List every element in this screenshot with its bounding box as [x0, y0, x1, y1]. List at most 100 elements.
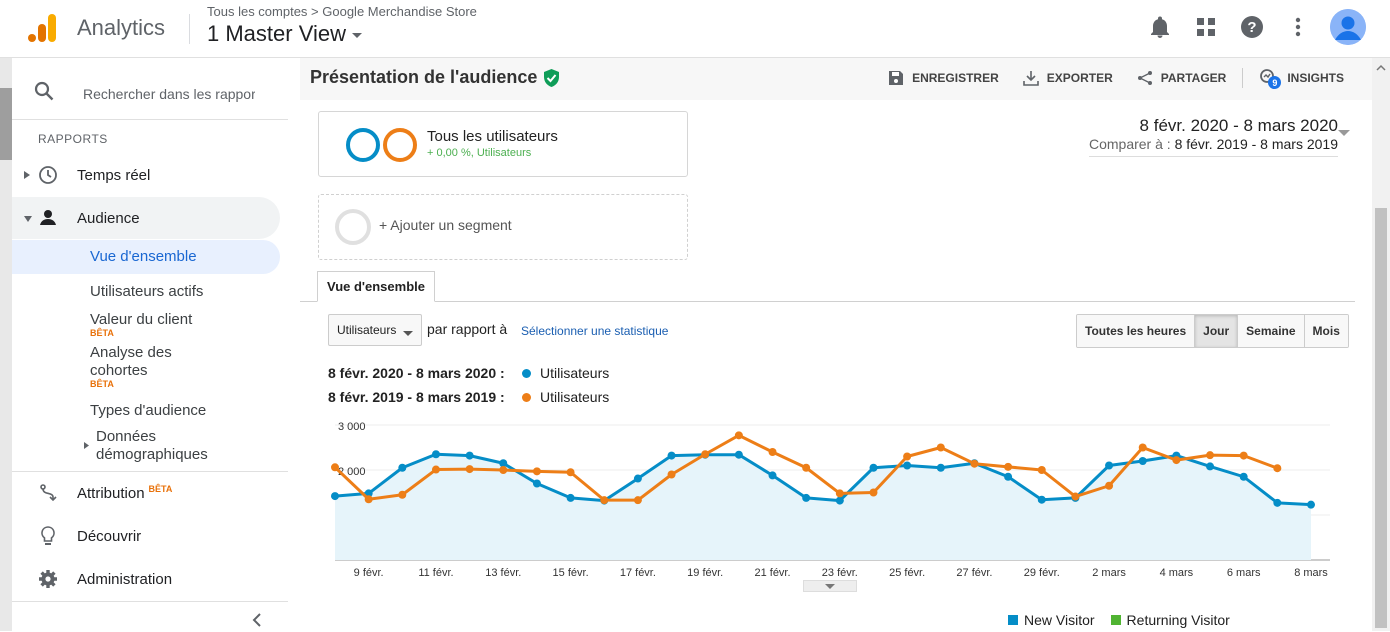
sidebar-item-client-value[interactable]: Valeur du client BÊTA	[90, 311, 192, 338]
week-button[interactable]: Semaine	[1238, 315, 1305, 347]
sidebar-item-realtime[interactable]: Temps réel	[12, 154, 280, 196]
legend-dot-orange	[522, 392, 531, 402]
sidebar: Rechercher dans les rapports RAPPORTS Te…	[12, 58, 288, 631]
tab-overview[interactable]: Vue d'ensemble	[317, 271, 435, 302]
data-point-current	[431, 450, 440, 459]
legend-swatch	[1008, 615, 1018, 625]
select-metric-link[interactable]: Sélectionner une statistique	[521, 324, 669, 338]
compare-range-value: 8 févr. 2019 - 8 mars 2019	[1174, 136, 1338, 152]
legend-new-label: New Visitor	[1024, 612, 1095, 628]
date-range-picker[interactable]: 8 févr. 2020 - 8 mars 2020 Comparer à : …	[1088, 116, 1338, 157]
x-tick-label: 17 févr.	[620, 567, 656, 579]
save-button[interactable]: ENREGISTRER	[876, 70, 1011, 86]
empty-segment-circle-icon	[335, 209, 371, 245]
chevron-down-icon	[825, 584, 835, 589]
data-point-current	[936, 463, 945, 472]
sidebar-item-active-users[interactable]: Utilisateurs actifs	[90, 283, 204, 300]
data-point-previous	[734, 431, 743, 440]
granularity-toggle: Toutes les heures Jour Semaine Mois	[1076, 314, 1349, 348]
date-dropdown-icon[interactable]	[1338, 130, 1350, 136]
x-tick-label: 19 févr.	[687, 567, 723, 579]
data-point-previous	[633, 496, 642, 505]
share-button[interactable]: PARTAGER	[1125, 70, 1239, 86]
lightbulb-icon	[38, 526, 58, 546]
breadcrumb[interactable]: Tous les comptes > Google Merchandise St…	[207, 4, 477, 19]
cohorts-label-line2: cohortes	[90, 362, 148, 379]
notifications-icon[interactable]	[1146, 13, 1174, 41]
sidebar-item-admin[interactable]: Administration	[12, 558, 280, 600]
data-point-current	[802, 493, 811, 502]
divider	[12, 601, 288, 602]
top-icons: ?	[1146, 9, 1366, 45]
data-point-previous	[802, 463, 811, 472]
add-segment-button[interactable]: + Ajouter un segment	[318, 194, 688, 260]
x-tick-label: 9 févr.	[354, 567, 384, 579]
more-vert-icon[interactable]	[1284, 13, 1312, 41]
hourly-button[interactable]: Toutes les heures	[1077, 315, 1196, 347]
analytics-logo[interactable]	[28, 12, 60, 44]
left-scrollbar-thumb[interactable]	[0, 88, 12, 160]
export-button[interactable]: EXPORTER	[1011, 70, 1125, 86]
x-tick-label: 23 févr.	[822, 567, 858, 579]
segment-circles-icon	[346, 128, 417, 162]
data-point-current	[1273, 498, 1282, 507]
data-point-previous	[431, 465, 440, 474]
sidebar-item-attribution[interactable]: Attribution BÊTA	[12, 472, 280, 514]
segment-card[interactable]: Tous les utilisateurs + 0,00 %, Utilisat…	[318, 111, 688, 177]
sidebar-item-cohorts[interactable]: Analyse des cohortes BÊTA	[90, 344, 172, 389]
apps-icon[interactable]	[1192, 13, 1220, 41]
x-tick-label: 21 févr.	[754, 567, 790, 579]
metric-dropdown[interactable]: Utilisateurs	[328, 314, 422, 346]
search-input[interactable]: Rechercher dans les rapports	[83, 85, 255, 102]
insights-button[interactable]: 9 INSIGHTS	[1247, 68, 1356, 89]
compare-label: Comparer à :	[1088, 136, 1171, 152]
clock-icon	[38, 165, 58, 185]
month-button[interactable]: Mois	[1304, 315, 1348, 347]
sidebar-item-overview[interactable]: Vue d'ensemble	[12, 240, 280, 274]
data-point-current	[903, 461, 912, 470]
chevron-down-icon	[403, 331, 413, 336]
view-selector[interactable]: 1 Master View	[207, 21, 362, 47]
data-point-current	[398, 463, 407, 472]
day-button[interactable]: Jour	[1195, 315, 1239, 347]
account-avatar[interactable]	[1330, 9, 1366, 45]
y-tick-label: 2 000	[338, 466, 366, 478]
person-icon	[38, 208, 58, 228]
data-point-previous	[869, 488, 878, 497]
sidebar-item-demographics[interactable]: Données démographiques	[84, 428, 208, 464]
sidebar-item-discover[interactable]: Découvrir	[12, 515, 280, 557]
data-point-current	[1004, 472, 1013, 481]
scroll-up-icon[interactable]	[1376, 64, 1386, 71]
save-icon	[889, 71, 904, 85]
chart-toggle-handle[interactable]	[803, 580, 857, 592]
data-point-current	[835, 496, 844, 505]
left-scrollbar[interactable]	[0, 58, 12, 631]
download-icon	[1022, 71, 1039, 86]
share-label: PARTAGER	[1160, 71, 1227, 85]
sidebar-item-audience[interactable]: Audience	[12, 197, 280, 239]
sidebar-item-label: Administration	[77, 570, 173, 588]
sidebar-item-label: Temps réel	[77, 166, 151, 184]
data-point-previous	[768, 448, 777, 456]
data-point-previous	[1273, 464, 1282, 473]
sidebar-item-label: Découvrir	[77, 527, 142, 545]
main-scrollbar-thumb[interactable]	[1375, 208, 1387, 628]
sidebar-item-audience-types[interactable]: Types d'audience	[90, 402, 207, 419]
sidebar-search[interactable]: Rechercher dans les rapports	[12, 68, 288, 120]
attribution-label: Attribution	[77, 485, 145, 502]
verified-shield-icon	[544, 68, 560, 87]
data-point-previous	[835, 489, 844, 498]
data-point-previous	[566, 468, 575, 477]
main-scrollbar[interactable]	[1372, 58, 1390, 631]
data-point-current	[566, 493, 575, 502]
x-tick-label: 6 mars	[1227, 567, 1261, 579]
collapse-sidebar-icon[interactable]	[252, 613, 262, 632]
svg-text:?: ?	[1247, 19, 1256, 36]
demographics-label-line2: démographiques	[96, 446, 208, 463]
top-bar: Analytics Tous les comptes > Google Merc…	[0, 0, 1390, 58]
caret-down-icon	[351, 33, 362, 38]
report-header: Présentation de l'audience ENREGISTRER E…	[300, 58, 1372, 100]
sidebar-item-label: Attribution BÊTA	[77, 484, 172, 502]
help-icon[interactable]: ?	[1238, 13, 1266, 41]
client-value-label: Valeur du client	[90, 311, 193, 328]
